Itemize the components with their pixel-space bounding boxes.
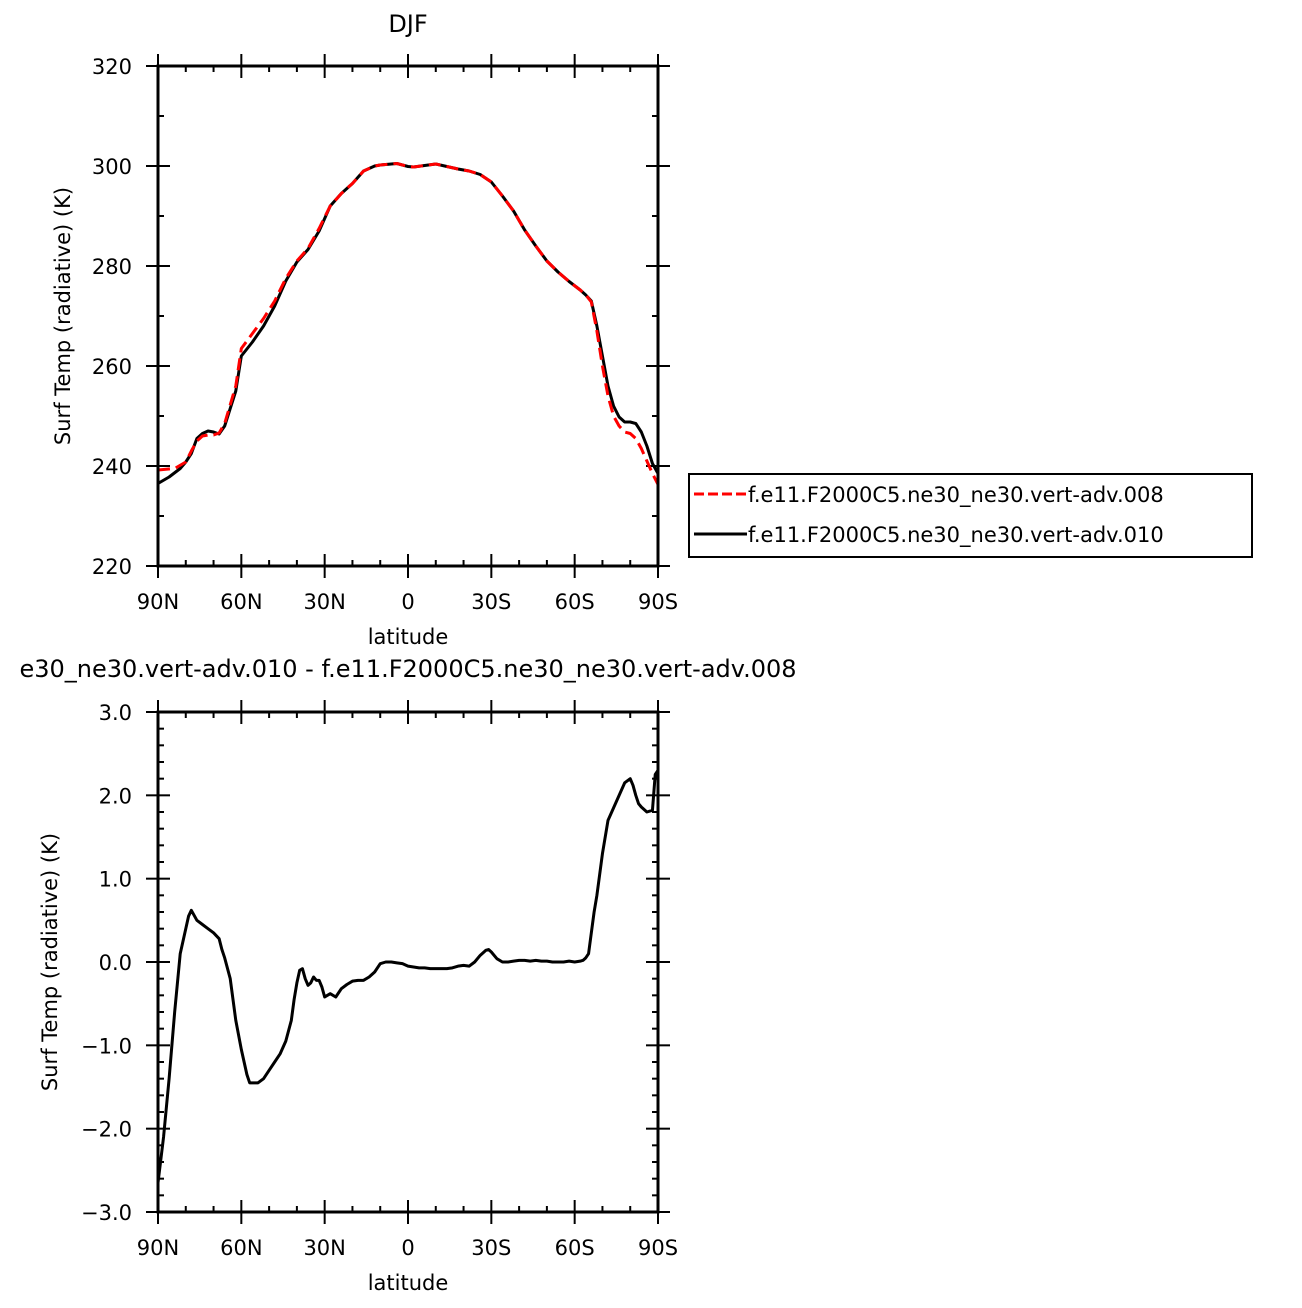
bottom-x-axis-title: latitude [368, 1271, 449, 1295]
legend: f.e11.F2000C5.ne30_ne30.vert-adv.008 f.e1… [688, 473, 1253, 558]
top-plot-frame [156, 64, 660, 568]
bottom-xtick-label: 30N [303, 1236, 345, 1260]
bottom-xtick-label: 60N [220, 1236, 262, 1260]
bottom-plot-frame [156, 710, 660, 1214]
bottom-xtick-label: 90S [638, 1236, 678, 1260]
top-x-axis-title: latitude [368, 625, 449, 649]
top-xtick-label: 60S [555, 590, 595, 614]
legend-label-vert-adv-008: f.e11.F2000C5.ne30_ne30.vert-adv.008 [748, 483, 1164, 508]
top-xtick-label: 90N [137, 590, 179, 614]
bottom-ytick-label: 1.0 [99, 868, 132, 892]
bottom-xtick-label: 90N [137, 1236, 179, 1260]
bottom-xtick-label: 0 [401, 1236, 414, 1260]
bottom-ytick-label: 3.0 [99, 701, 132, 725]
top-chart-panel: DJF 90N 60N 30N 0 30S 60S 90S 220 240 260 280 300 320… [51, 10, 678, 649]
top-ytick-label: 240 [92, 455, 132, 479]
legend-box [688, 473, 1253, 558]
top-y-axis-title: Surf Temp (radiative) (K) [51, 187, 75, 445]
bottom-chart-panel: e30_ne30.vert-adv.010 - f.e11.F2000C5.ne… [19, 655, 796, 1295]
bottom-ytick-label: 2.0 [99, 784, 132, 808]
bottom-ytick-label: −1.0 [81, 1034, 132, 1058]
top-xtick-label: 0 [401, 590, 414, 614]
top-xtick-label: 60N [220, 590, 262, 614]
top-ytick-label: 280 [92, 255, 132, 279]
top-series-vert-adv-010 [158, 162, 658, 485]
bottom-series-difference [158, 768, 658, 1185]
top-ytick-label: 320 [92, 55, 132, 79]
bottom-ytick-label: −3.0 [81, 1201, 132, 1225]
bottom-y-axis-title: Surf Temp (radiative) (K) [38, 833, 62, 1091]
top-tick-marks [146, 54, 670, 578]
bottom-ytick-label: 0.0 [99, 951, 132, 975]
top-xtick-label: 30N [303, 590, 345, 614]
top-chart-title: DJF [388, 10, 427, 38]
legend-label-vert-adv-010: f.e11.F2000C5.ne30_ne30.vert-adv.010 [748, 523, 1164, 548]
bottom-ytick-label: −2.0 [81, 1118, 132, 1142]
top-ytick-label: 300 [92, 155, 132, 179]
top-ytick-label: 220 [92, 555, 132, 579]
bottom-xtick-label: 60S [555, 1236, 595, 1260]
top-xtick-label: 30S [471, 590, 511, 614]
top-ytick-label: 260 [92, 355, 132, 379]
bottom-chart-title: e30_ne30.vert-adv.010 - f.e11.F2000C5.ne… [19, 655, 796, 683]
top-series-vert-adv-008 [158, 162, 658, 486]
bottom-xtick-label: 30S [471, 1236, 511, 1260]
top-xtick-label: 90S [638, 590, 678, 614]
